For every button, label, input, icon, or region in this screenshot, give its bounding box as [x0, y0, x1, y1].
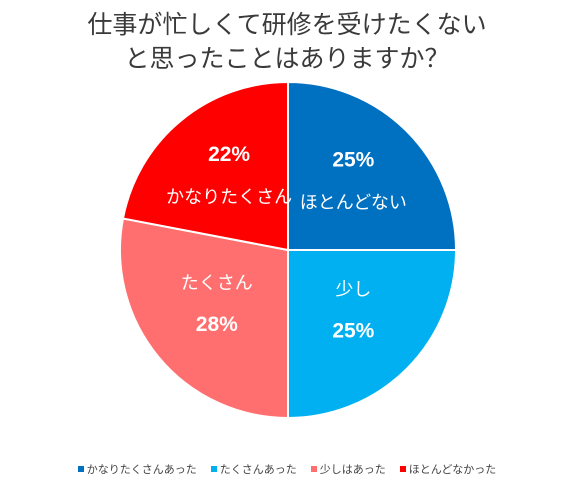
slice-category-label: 少し	[335, 279, 371, 300]
slice-category-label: かなりたくさん	[166, 187, 292, 208]
slice-value-label: 25%	[332, 319, 374, 342]
pie-slice	[119, 217, 289, 420]
legend-label: 少しはあった	[319, 463, 386, 476]
legend-label: かなりたくさんあった	[86, 463, 197, 476]
legend-item: 少しはあった	[310, 461, 386, 477]
legend-swatch	[399, 466, 406, 472]
legend-swatch	[310, 466, 317, 472]
slice-category-label: ほとんどない	[300, 193, 407, 214]
chart-title-line-2: と思ったことはありますか？	[124, 44, 450, 73]
pie-slice	[287, 249, 458, 420]
legend-swatch	[77, 466, 84, 472]
slice-value-label: 22%	[208, 143, 250, 166]
slice-value-label: 25%	[332, 149, 374, 172]
pie-slice	[121, 80, 289, 252]
chart-legend: かなりたくさんあった たくさんあった 少しはあった ほとんどなかった	[0, 461, 574, 477]
legend-label: ほとんどなかった	[408, 463, 497, 476]
legend-item: ほとんどなかった	[399, 461, 497, 477]
legend-item: かなりたくさんあった	[77, 461, 197, 477]
chart-title-line-1: 仕事が忙しくて研修を受けたくない	[87, 10, 487, 39]
pie-slice	[287, 80, 458, 251]
chart-title: 仕事が忙しくて研修を受けたくない と思ったことはありますか？	[0, 8, 574, 76]
legend-item: たくさんあった	[210, 461, 297, 477]
legend-swatch	[210, 466, 217, 472]
slice-category-label: たくさん	[181, 273, 253, 294]
slice-value-label: 28%	[196, 313, 238, 336]
legend-label: たくさんあった	[219, 463, 297, 476]
